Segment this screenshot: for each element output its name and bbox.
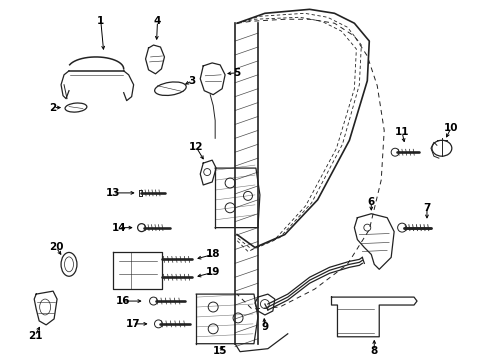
Text: 15: 15 xyxy=(213,346,227,356)
Text: 8: 8 xyxy=(370,346,378,356)
Text: 18: 18 xyxy=(206,249,220,260)
Text: 14: 14 xyxy=(111,222,126,233)
Text: 19: 19 xyxy=(206,267,220,277)
Text: 4: 4 xyxy=(154,16,161,26)
Text: 12: 12 xyxy=(189,142,203,152)
Text: 17: 17 xyxy=(125,319,140,329)
Text: 2: 2 xyxy=(49,103,57,113)
Text: 10: 10 xyxy=(443,123,458,134)
Text: 20: 20 xyxy=(49,243,63,252)
Text: 13: 13 xyxy=(105,188,120,198)
Text: 11: 11 xyxy=(395,127,409,138)
Text: 1: 1 xyxy=(97,16,104,26)
Text: 7: 7 xyxy=(423,203,431,213)
Text: 3: 3 xyxy=(189,76,196,86)
Text: 5: 5 xyxy=(233,68,241,78)
Text: 6: 6 xyxy=(368,197,375,207)
Text: 21: 21 xyxy=(28,331,43,341)
Text: 9: 9 xyxy=(261,322,269,332)
Text: 16: 16 xyxy=(116,296,130,306)
